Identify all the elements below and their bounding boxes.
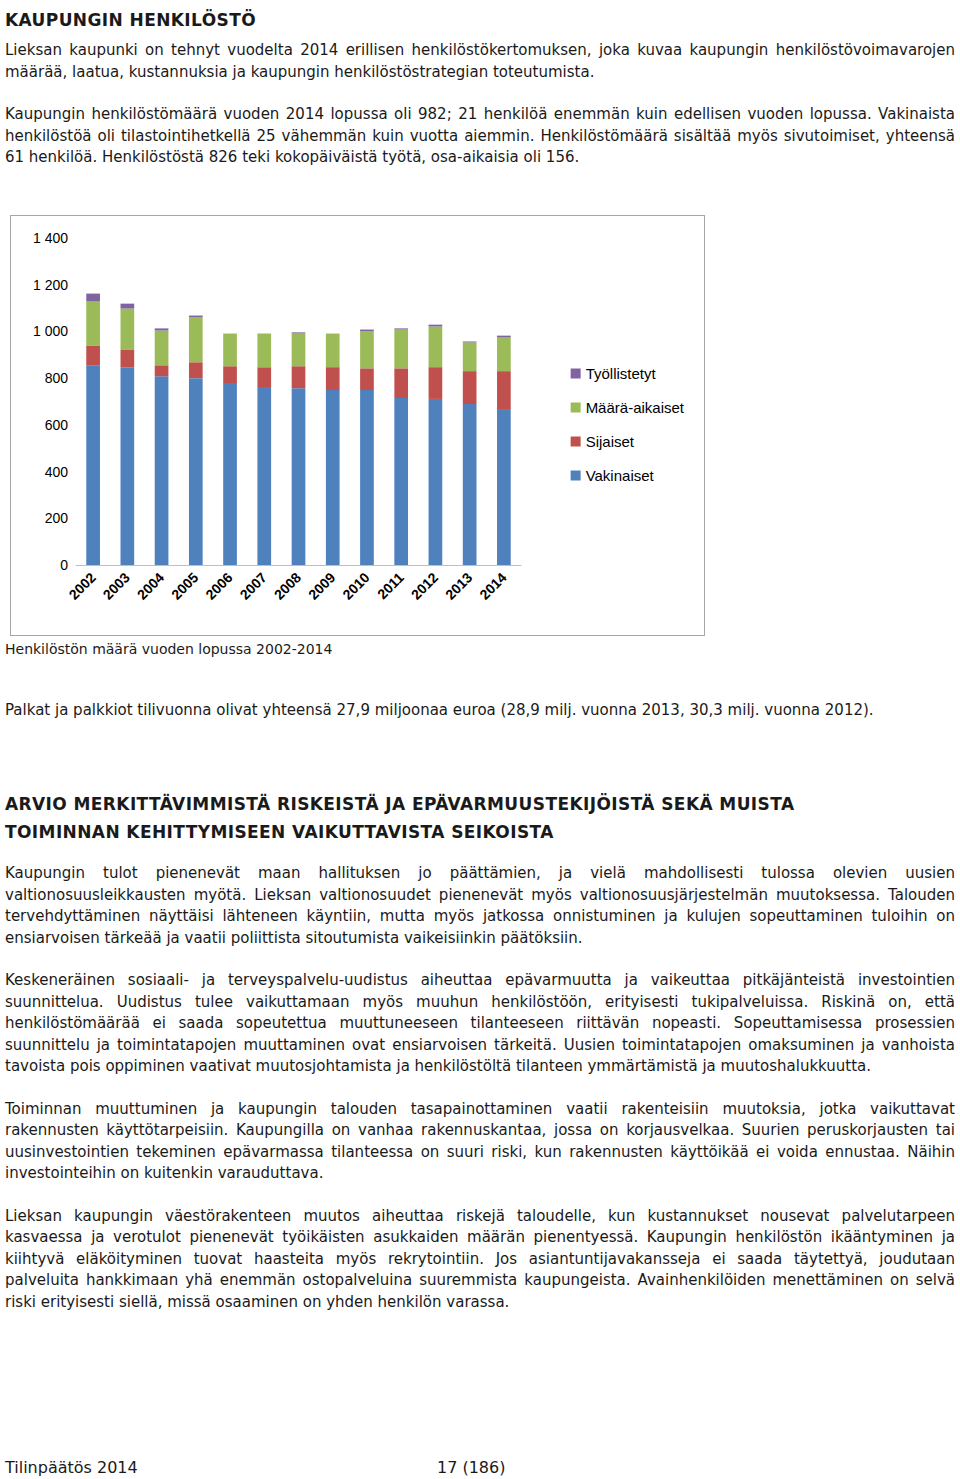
- svg-text:2002: 2002: [65, 569, 98, 602]
- svg-text:2013: 2013: [442, 569, 475, 602]
- html-text:Toiminnan muuttuminen ja kaupu: Toiminnan muuttuminen ja kaupungin talou…: [5, 1099, 955, 1182]
- svg-text:2012: 2012: [408, 569, 441, 602]
- html-text:17 (186): 17 (186): [437, 1458, 506, 1477]
- svg-text:0: 0: [60, 557, 68, 573]
- html-text:Keskeneräinen sosiaali- ja ter: Keskeneräinen sosiaali- ja terveyspalvel…: [5, 971, 955, 1075]
- html-text:Kaupungin tulot pienenevät maa: Kaupungin tulot pienenevät maan hallituk…: [5, 864, 955, 947]
- svg-text:2009: 2009: [305, 569, 338, 602]
- svg-text:2014: 2014: [476, 569, 509, 602]
- svg-text:2011: 2011: [374, 569, 407, 602]
- html-text:Lieksan kaupunki on tehnyt vuo: Lieksan kaupunki on tehnyt vuodelta 2014…: [5, 41, 955, 81]
- svg-text:600: 600: [45, 417, 69, 433]
- svg-text:400: 400: [45, 464, 69, 480]
- html-text:Lieksan kaupungin väestörakent: Lieksan kaupungin väestörakenteen muutos…: [5, 1206, 955, 1311]
- svg-text:2005: 2005: [168, 569, 201, 602]
- html-text:ARVIO MERKITTÄVIMMISTÄ RISKEIS: ARVIO MERKITTÄVIMMISTÄ RISKEISTÄ JA EPÄV…: [5, 794, 795, 814]
- svg-text:2008: 2008: [271, 569, 304, 602]
- svg-text:1 000: 1 000: [33, 323, 68, 339]
- svg-text:Määrä-aikaiset: Määrä-aikaiset: [586, 399, 685, 416]
- svg-text:1 200: 1 200: [33, 277, 68, 293]
- svg-text:800: 800: [45, 370, 69, 386]
- html-text:Henkilöstön määrä vuoden lopus: Henkilöstön määrä vuoden lopussa 2002-20…: [5, 641, 333, 657]
- svg-text:2003: 2003: [100, 569, 133, 602]
- html-text:Tilinpäätös 2014: Tilinpäätös 2014: [5, 1458, 138, 1477]
- html-text:KAUPUNGIN HENKILÖSTÖ: KAUPUNGIN HENKILÖSTÖ: [5, 10, 257, 30]
- svg-text:2007: 2007: [237, 569, 270, 602]
- svg-text:200: 200: [45, 510, 69, 526]
- html-text:Palkat ja palkkiot tilivuonna: Palkat ja palkkiot tilivuonna olivat yht…: [5, 701, 874, 719]
- svg-text:Työllistetyt: Työllistetyt: [586, 365, 657, 382]
- html-text:Kaupungin henkilöstömäärä vuod: Kaupungin henkilöstömäärä vuoden 2014 lo…: [5, 105, 955, 166]
- svg-text:1 400: 1 400: [33, 230, 68, 246]
- svg-text:2004: 2004: [134, 569, 167, 602]
- svg-text:Vakinaiset: Vakinaiset: [586, 467, 655, 484]
- svg-text:Sijaiset: Sijaiset: [586, 433, 635, 450]
- svg-text:2010: 2010: [339, 569, 372, 602]
- html-text:TOIMINNAN KEHITTYMISEEN VAIKUT: TOIMINNAN KEHITTYMISEEN VAIKUTTAVISTA SE…: [5, 822, 554, 842]
- svg-text:2006: 2006: [202, 569, 235, 602]
